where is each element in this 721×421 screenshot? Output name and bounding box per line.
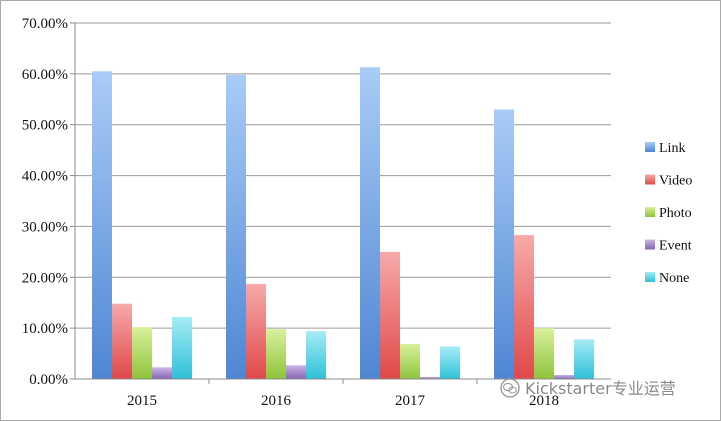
x-tick-label: 2016 bbox=[261, 393, 292, 409]
bar-photo-2018 bbox=[534, 328, 554, 379]
bar-event-2016 bbox=[286, 365, 306, 379]
y-tick-label: 60.00% bbox=[22, 67, 68, 83]
y-tick-label: 0.00% bbox=[29, 372, 68, 388]
bar-none-2015 bbox=[172, 316, 192, 379]
bar-photo-2017 bbox=[400, 343, 420, 379]
bar-none-2017 bbox=[440, 346, 460, 379]
legend: Link Video Photo Event None bbox=[645, 141, 692, 286]
bar-event-2015 bbox=[152, 367, 172, 379]
legend-label-video: Video bbox=[659, 174, 692, 189]
bar-event-2018 bbox=[554, 374, 574, 379]
y-tick-label: 70.00% bbox=[22, 16, 68, 32]
bar-none-2018 bbox=[574, 339, 594, 379]
y-tick-label: 50.00% bbox=[22, 118, 68, 134]
y-tick-label: 10.00% bbox=[22, 321, 68, 337]
bar-video-2016 bbox=[246, 283, 266, 379]
bar-none-2016 bbox=[306, 331, 326, 379]
legend-label-link: Link bbox=[659, 141, 685, 156]
x-tick-label: 2018 bbox=[529, 393, 559, 409]
bar-photo-2016 bbox=[266, 329, 286, 379]
gridlines bbox=[75, 22, 611, 329]
bar-link-2016 bbox=[226, 74, 246, 380]
bar-video-2018 bbox=[514, 235, 534, 379]
legend-swatch-event bbox=[645, 239, 655, 250]
axes: 0.00% 10.00% 20.00% 30.00% 40.00% 50.00% 60.00… bbox=[22, 16, 611, 409]
x-tick-label: 2015 bbox=[127, 393, 157, 409]
bar-link-2017 bbox=[360, 67, 380, 379]
wechat-icon bbox=[500, 378, 520, 398]
x-tick-label: 2017 bbox=[395, 393, 426, 409]
bar-video-2017 bbox=[380, 251, 400, 379]
legend-swatch-video bbox=[645, 174, 655, 185]
y-tick-label: 30.00% bbox=[22, 219, 68, 235]
bar-event-2017 bbox=[420, 376, 440, 379]
legend-label-photo: Photo bbox=[659, 206, 692, 221]
bars bbox=[92, 67, 594, 380]
legend-swatch-link bbox=[645, 142, 655, 152]
watermark-text: Kickstarter专业运营 bbox=[525, 379, 676, 398]
legend-swatch-photo bbox=[645, 207, 655, 217]
y-tick-label: 20.00% bbox=[22, 270, 68, 286]
watermark: Kickstarter专业运营 bbox=[500, 378, 676, 398]
bar-link-2018 bbox=[494, 109, 514, 379]
y-tick-label: 40.00% bbox=[22, 169, 68, 185]
bar-link-2015 bbox=[92, 71, 112, 380]
legend-label-event: Event bbox=[659, 239, 692, 254]
bar-photo-2015 bbox=[132, 327, 152, 379]
bar-video-2015 bbox=[112, 303, 132, 379]
legend-label-none: None bbox=[659, 271, 689, 286]
legend-swatch-none bbox=[645, 272, 655, 282]
